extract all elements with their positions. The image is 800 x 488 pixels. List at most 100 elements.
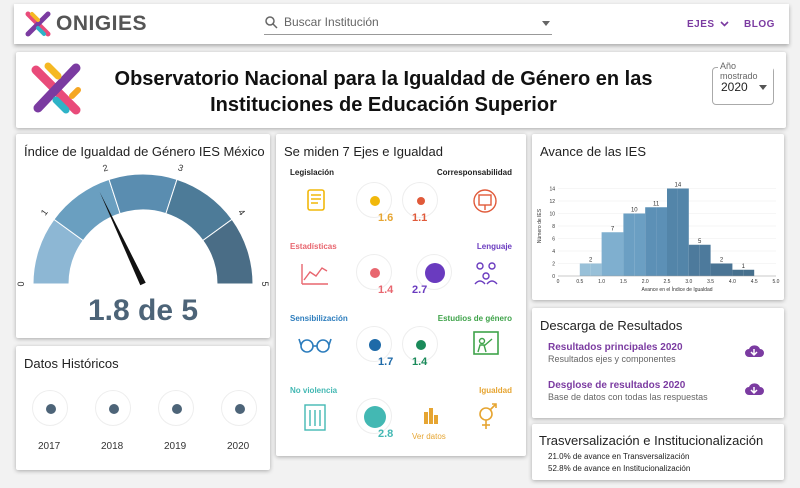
eje-circle-estudios-genero[interactable] bbox=[402, 326, 438, 362]
histogram-bar bbox=[732, 269, 744, 276]
eje-value-no-violencia: 2.8 bbox=[378, 428, 394, 440]
eje-dot-no-violencia bbox=[364, 406, 386, 428]
gauge-card: Índice de Igualdad de Género IES México … bbox=[16, 134, 270, 338]
x-tick-label: 1.0 bbox=[598, 279, 605, 285]
brand-name: ONIGIES bbox=[56, 12, 148, 35]
y-tick-label: 4 bbox=[552, 249, 555, 255]
x-tick-label: 0 bbox=[557, 279, 560, 285]
historico-dot bbox=[172, 404, 182, 414]
chevron-down-icon bbox=[720, 21, 729, 27]
x-tick-label: 3.5 bbox=[707, 279, 714, 285]
gauge-needle bbox=[99, 191, 146, 286]
blog-link[interactable]: BLOG bbox=[744, 19, 775, 30]
eje-dot-estadisticas bbox=[370, 268, 380, 278]
avance-card: Avance de las IES 0 2 4 6 8 10 12 14 2 7 10 11 14 5 2 1… bbox=[532, 134, 784, 300]
historico-year-label: 2019 bbox=[164, 441, 187, 452]
ejes-card: Se miden 7 Ejes e Igualdad Legislación C… bbox=[276, 134, 526, 456]
historicos-card: Datos Históricos 2017 2018 2019 2020 bbox=[16, 346, 270, 470]
gauge-tick-label: 2 bbox=[101, 164, 109, 174]
ejes-menu-button[interactable]: EJES bbox=[687, 19, 729, 30]
download-item-subtitle: Base de datos con todas las respuestas bbox=[548, 392, 708, 402]
histogram-bar bbox=[590, 263, 602, 276]
gauge-segment bbox=[108, 173, 178, 215]
y-tick-label: 6 bbox=[552, 237, 555, 243]
gauge-tick-label: 5 bbox=[260, 281, 270, 286]
historico-year-circle[interactable] bbox=[32, 390, 68, 426]
historico-year-label: 2020 bbox=[227, 441, 250, 452]
eje-value-legislacion: 1.6 bbox=[378, 212, 394, 224]
year-select-value: 2020 bbox=[721, 80, 748, 94]
historico-dot bbox=[109, 404, 119, 414]
eje-label-igualdad: Igualdad bbox=[479, 386, 512, 395]
dropdown-arrow-icon[interactable] bbox=[542, 21, 550, 26]
cloud-download-icon[interactable] bbox=[744, 344, 764, 358]
y-tick-label: 12 bbox=[549, 199, 555, 205]
year-select-label: Año mostrado bbox=[718, 61, 773, 81]
bar-data-label: 2 bbox=[589, 258, 593, 264]
avance-title: Avance de las IES bbox=[540, 144, 646, 159]
descarga-title: Descarga de Resultados bbox=[540, 318, 683, 333]
historico-year-circle[interactable] bbox=[221, 390, 257, 426]
gender-symbol-icon bbox=[479, 403, 497, 429]
eje-circle-estadisticas[interactable] bbox=[356, 254, 392, 290]
ejes-menu-label: EJES bbox=[687, 19, 715, 30]
eje-value-lenguaje: 2.7 bbox=[412, 284, 428, 296]
eje-circle-legislacion[interactable] bbox=[356, 182, 392, 218]
building-icon bbox=[304, 404, 326, 431]
gauge-value: 1.8 de 5 bbox=[87, 294, 199, 327]
year-select[interactable]: Año mostrado 2020 bbox=[712, 61, 774, 105]
historico-year-circle[interactable] bbox=[158, 390, 194, 426]
eje-circle-no-violencia[interactable] bbox=[356, 398, 392, 434]
bar-data-label: 14 bbox=[675, 183, 682, 189]
histogram-bar bbox=[634, 213, 646, 276]
glasses-icon bbox=[298, 338, 332, 353]
page-title: Observatorio Nacional para la Igualdad d… bbox=[16, 66, 786, 118]
dropdown-arrow-icon bbox=[759, 85, 767, 90]
bar-chart-icon[interactable] bbox=[422, 408, 440, 424]
historico-dot bbox=[235, 404, 245, 414]
cloud-download-icon[interactable] bbox=[744, 382, 764, 396]
ver-datos-link[interactable]: Ver datos bbox=[412, 432, 446, 441]
descarga-card: Descarga de Resultados Resultados princi… bbox=[532, 308, 784, 418]
y-tick-label: 2 bbox=[552, 262, 555, 268]
gauge-tick-label: 4 bbox=[236, 207, 247, 217]
brand[interactable]: ONIGIES bbox=[24, 10, 147, 38]
histogram-bar bbox=[699, 244, 711, 276]
histogram-bar bbox=[721, 263, 733, 276]
eje-dot-sensibilizacion bbox=[369, 339, 381, 351]
bar-data-label: 10 bbox=[631, 208, 638, 214]
scroll-document-icon bbox=[307, 189, 325, 211]
eje-label-no-violencia: No violencia bbox=[290, 386, 338, 395]
y-tick-label: 14 bbox=[549, 187, 555, 193]
y-axis-label: Número de IES bbox=[537, 208, 543, 243]
bar-data-label: 1 bbox=[742, 264, 746, 270]
gauge-chart: 0 1 2 3 4 5 bbox=[16, 164, 270, 287]
histogram-bar bbox=[656, 207, 667, 276]
header-card: Observatorio Nacional para la Igualdad d… bbox=[16, 52, 786, 128]
trans-line-institucionalizacion: 52.8% de avance en Institucionalización bbox=[548, 464, 691, 473]
bar-data-label: 2 bbox=[720, 258, 724, 264]
trans-line-transversalizacion: 21.0% de avance en Transversalización bbox=[548, 452, 690, 461]
download-item-title[interactable]: Resultados principales 2020 bbox=[548, 342, 683, 353]
eje-dot-legislacion bbox=[370, 196, 380, 206]
x-tick-label: 5.0 bbox=[773, 279, 780, 285]
search-box[interactable] bbox=[264, 13, 552, 35]
x-tick-label: 4.5 bbox=[751, 279, 758, 285]
ejes-title: Se miden 7 Ejes e Igualdad bbox=[284, 144, 443, 159]
search-input[interactable] bbox=[284, 15, 524, 29]
eje-circle-corresponsabilidad[interactable] bbox=[402, 182, 438, 218]
gauge-tick-label: 1 bbox=[39, 207, 50, 217]
onigies-large-logo-icon bbox=[31, 62, 81, 115]
download-item-title[interactable]: Desglose de resultados 2020 bbox=[548, 380, 686, 391]
x-tick-label: 1.5 bbox=[620, 279, 627, 285]
eje-circle-lenguaje[interactable] bbox=[416, 254, 452, 290]
eje-dot-estudios-genero bbox=[416, 340, 426, 350]
eje-circle-sensibilizacion[interactable] bbox=[356, 326, 392, 362]
bar-data-label: 7 bbox=[611, 226, 615, 232]
histogram-bar bbox=[645, 207, 657, 276]
historico-year-label: 2018 bbox=[101, 441, 124, 452]
y-tick-label: 8 bbox=[552, 224, 555, 230]
historico-year-circle[interactable] bbox=[95, 390, 131, 426]
top-app-bar: ONIGIES EJES BLOG bbox=[14, 4, 789, 44]
